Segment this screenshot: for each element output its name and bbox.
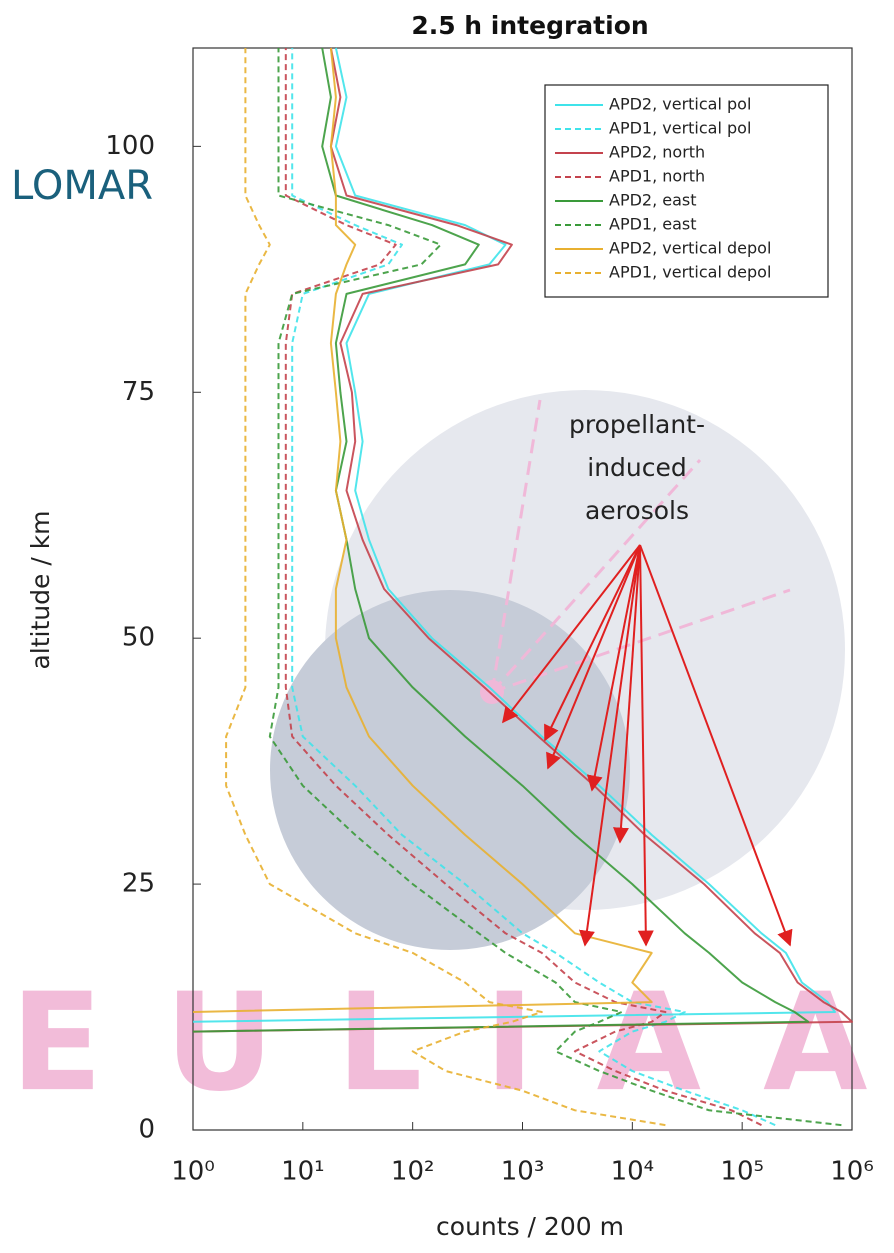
- series-line: [192, 47, 836, 1023]
- annotation-text: aerosols: [585, 496, 689, 525]
- plot-area: 10⁰ 10¹ 10² 10³ 10⁴ 10⁵ 10⁶ 0 25 50 75 100: [105, 47, 874, 1187]
- series-line: [192, 47, 853, 1033]
- legend-label: APD2, vertical depol: [609, 239, 771, 258]
- annotation: propellant- induced aerosols: [502, 410, 793, 947]
- x-tick-label: 10²: [391, 1157, 435, 1187]
- legend-label: APD2, vertical pol: [609, 95, 751, 114]
- y-tick-label: 50: [122, 623, 155, 653]
- background-art: EULIAA: [10, 390, 894, 1121]
- x-tick-label: 10⁵: [720, 1157, 764, 1187]
- annotation-text: induced: [587, 453, 687, 482]
- logo-text: LOMAR: [11, 163, 153, 209]
- series-line: [291, 48, 776, 1127]
- legend-box: [544, 84, 829, 298]
- x-tick-label: 10⁰: [171, 1157, 215, 1187]
- x-tick-label: 10¹: [281, 1157, 325, 1187]
- y-tick-label: 25: [122, 869, 155, 899]
- annotation-text: propellant-: [569, 410, 705, 439]
- legend-label: APD1, vertical depol: [609, 263, 771, 282]
- y-tick-label: 100: [105, 131, 155, 161]
- legend: APD2, vertical pol APD1, vertical pol APD2…: [544, 84, 829, 298]
- series-line: [284, 48, 762, 1126]
- annotation-arrows: [502, 544, 793, 947]
- series-line: [192, 47, 810, 1033]
- series-line: [268, 48, 842, 1127]
- watermark: EULIAA: [10, 964, 894, 1121]
- y-tick-label: 0: [138, 1115, 155, 1145]
- y-axis-label: altitude / km: [26, 510, 55, 669]
- x-tick-label: 10³: [501, 1157, 545, 1187]
- legend-label: APD2, north: [609, 143, 705, 162]
- x-tick-label: 10⁶: [830, 1157, 874, 1187]
- legend-label: APD1, vertical pol: [609, 119, 751, 138]
- legend-label: APD1, north: [609, 167, 705, 186]
- chart-title: 2.5 h integration: [411, 11, 648, 40]
- x-axis-label: counts / 200 m: [436, 1212, 624, 1241]
- x-tick-label: 10⁴: [611, 1157, 655, 1187]
- legend-label: APD1, east: [609, 215, 697, 234]
- globe: [270, 590, 630, 950]
- series-line: [192, 47, 653, 1013]
- legend-label: APD2, east: [609, 191, 697, 210]
- y-tick-label: 75: [122, 377, 155, 407]
